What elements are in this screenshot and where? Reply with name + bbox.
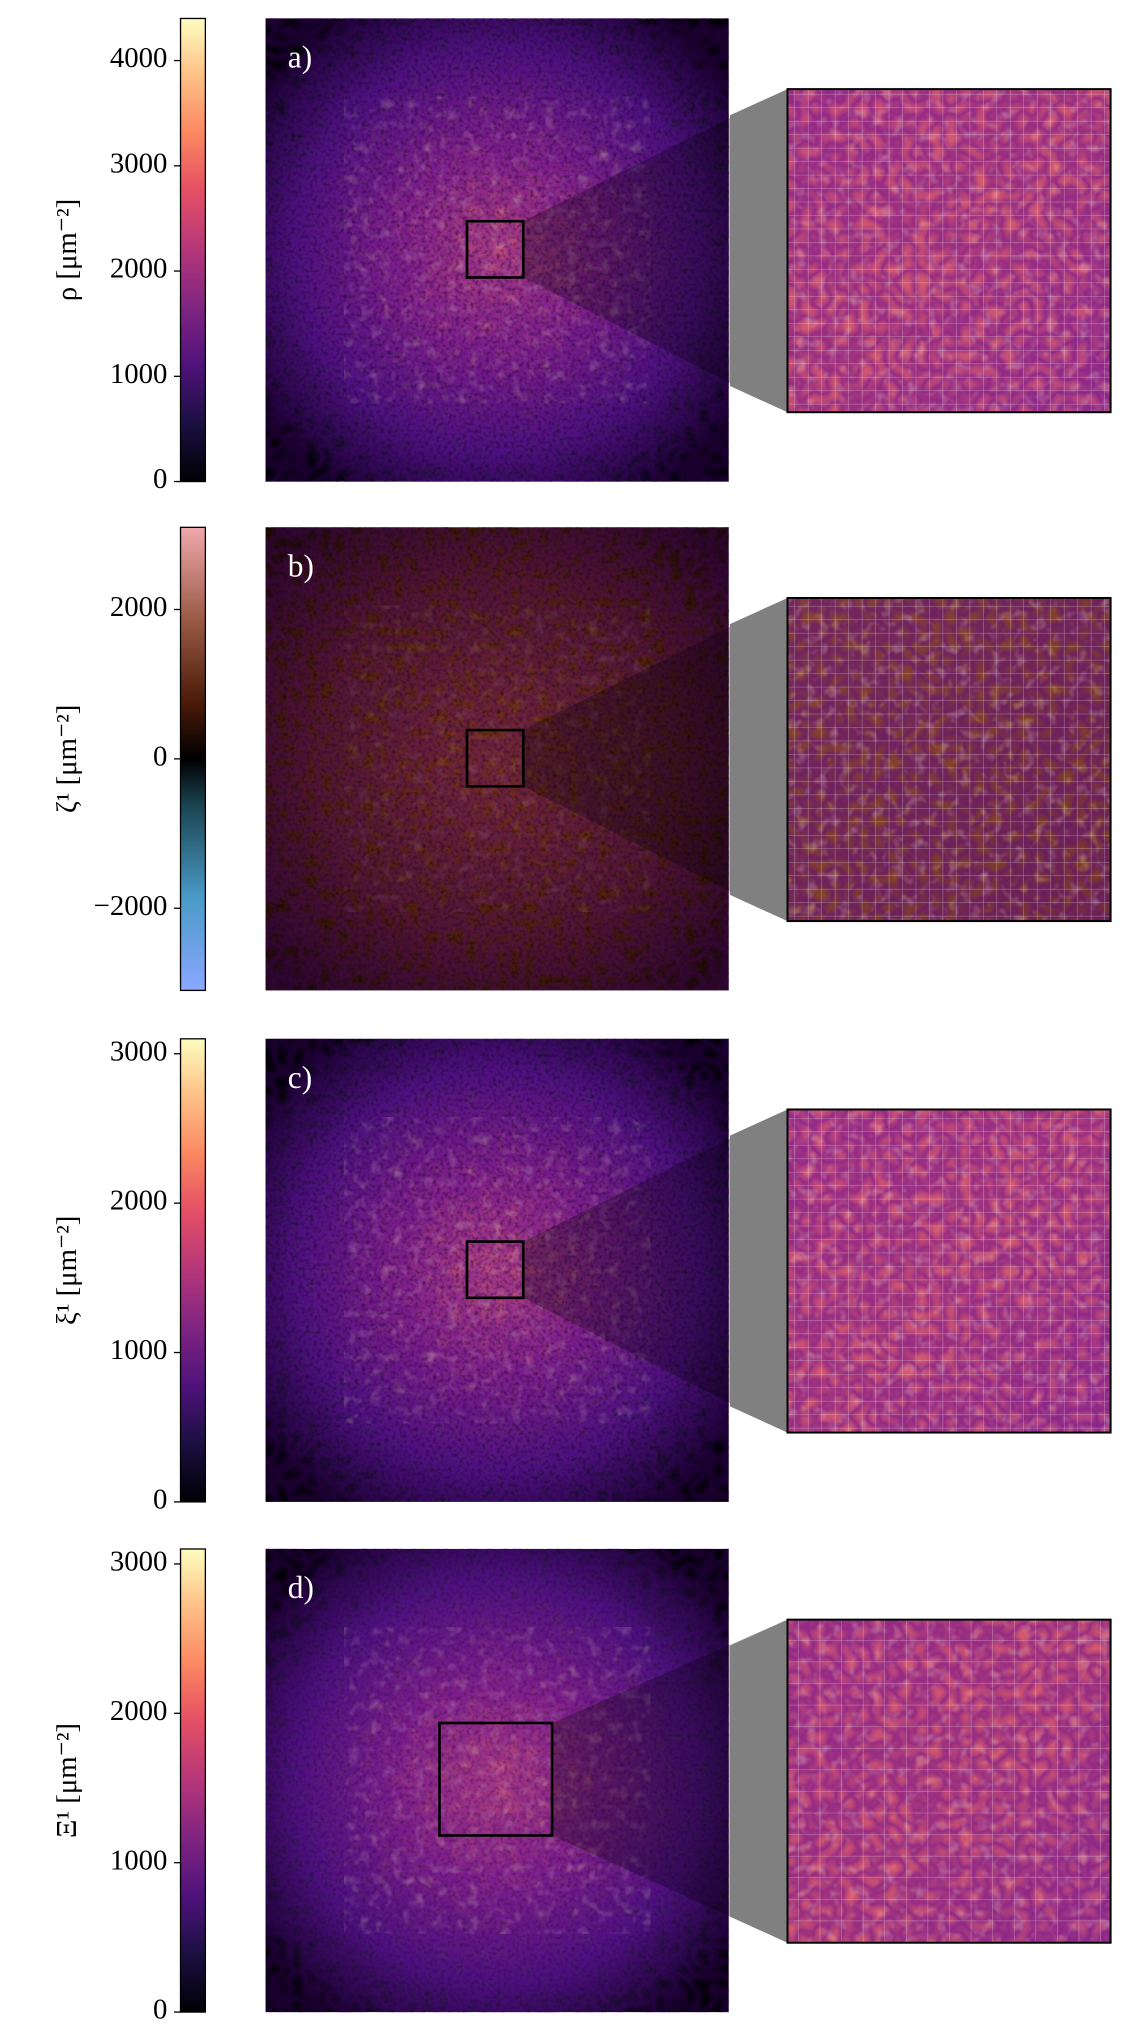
zoom-box	[465, 1240, 525, 1300]
colorbar	[179, 1548, 207, 2013]
colorbar-tick-label: 1000	[110, 358, 168, 390]
zoom-connector	[729, 1109, 788, 1433]
colorbar-tick-label: 3000	[110, 1546, 168, 1578]
colorbar-tick-label: 1000	[110, 1334, 168, 1366]
colorbar	[179, 17, 207, 483]
colorbar-tick-label: 1000	[110, 1844, 168, 1876]
panel-label: b)	[288, 548, 314, 583]
panel-label: a)	[288, 40, 312, 75]
panel-label: d)	[288, 1570, 314, 1605]
zoom-shadow	[552, 1619, 788, 1943]
zoom-box	[465, 728, 525, 788]
inset-grid	[787, 1109, 1111, 1433]
colorbar-tick-label: −2000	[94, 890, 168, 922]
colorbar-tick-label: 0	[153, 1484, 167, 1516]
panel-label: c)	[288, 1060, 312, 1095]
colorbar	[179, 1038, 207, 1503]
colorbar-tick-label: 4000	[110, 42, 168, 74]
inset-grid	[787, 1619, 1111, 1943]
colorbar-tick-label: 0	[153, 740, 167, 772]
colorbar-label: ξ¹ [μm⁻²]	[51, 1216, 83, 1325]
colorbar-tick-label: 2000	[110, 591, 168, 623]
zoom-box	[465, 219, 525, 279]
inset-frame	[786, 88, 1112, 414]
zoom-shadow	[523, 89, 788, 413]
colorbar-label: Ξ¹ [μm⁻²]	[51, 1723, 83, 1838]
inset-frame	[786, 596, 1112, 923]
colorbar-label: ρ [μm⁻²]	[51, 199, 83, 301]
inset-frame	[786, 1618, 1112, 1944]
zoom-connector	[729, 597, 788, 922]
zoom-connector	[729, 89, 788, 413]
heatmap-streaks	[265, 1548, 729, 2013]
colorbar-tick-label: 2000	[110, 253, 168, 285]
colorbar	[179, 526, 207, 992]
zoom-shadow	[523, 1109, 788, 1433]
colorbar-tick-label: 3000	[110, 1035, 168, 1067]
heatmap-streaks	[265, 18, 729, 482]
colorbar-tick-label: 2000	[110, 1695, 168, 1727]
zoom-connector	[729, 1619, 788, 1943]
inset-frame	[786, 1108, 1112, 1434]
heatmap-streaks	[265, 527, 729, 991]
heatmap-streaks	[265, 1038, 729, 1502]
colorbar-tick-label: 0	[153, 1994, 167, 2026]
zoom-box	[438, 1721, 554, 1837]
colorbar-tick-label: 3000	[110, 147, 168, 179]
colorbar-tick-label: 0	[153, 463, 167, 495]
inset-grid	[787, 89, 1111, 413]
inset-grid	[787, 597, 1111, 922]
colorbar-tick-label: 2000	[110, 1185, 168, 1217]
colorbar-label: ζ¹ [μm⁻²]	[51, 705, 83, 814]
zoom-shadow	[523, 597, 788, 922]
